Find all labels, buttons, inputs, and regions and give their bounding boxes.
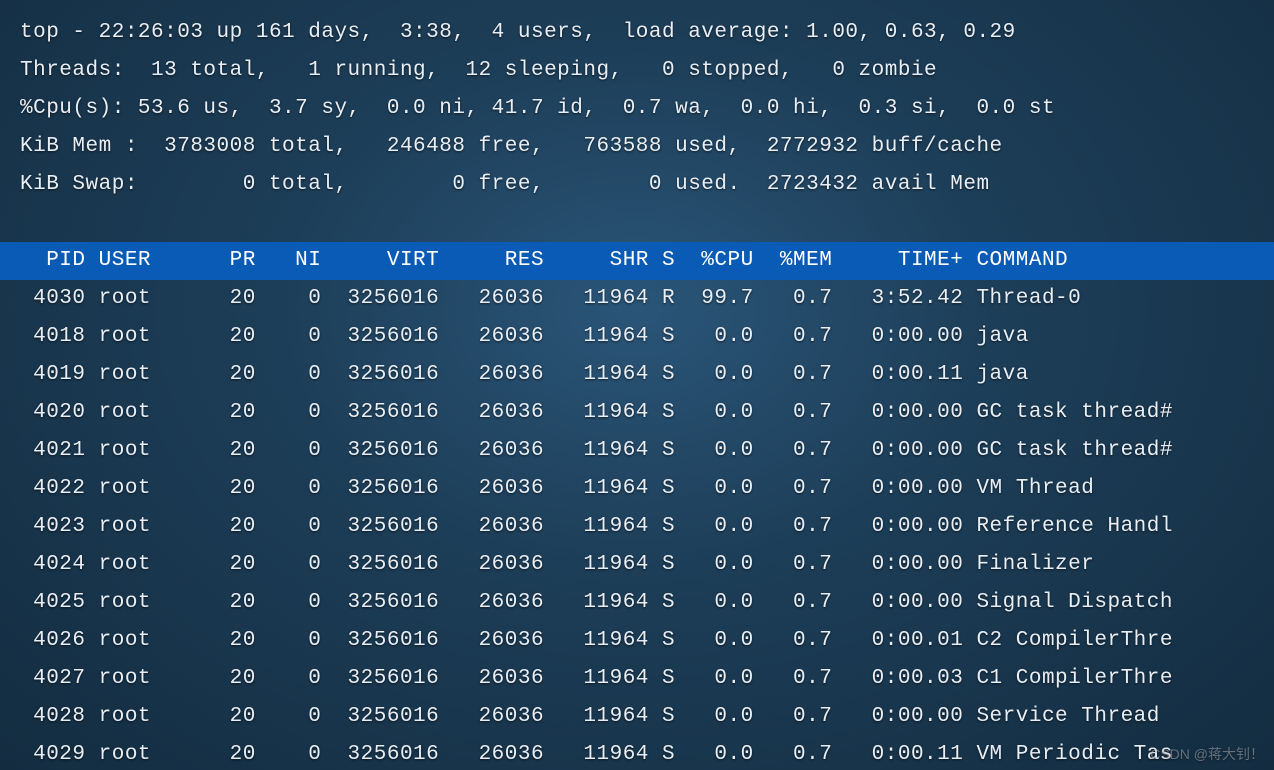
summary-line-mem: KiB Mem : 3783008 total, 246488 free, 76… [20,128,1254,166]
summary-line-top: top - 22:26:03 up 161 days, 3:38, 4 user… [20,14,1254,52]
process-row: 4028 root 20 0 3256016 26036 11964 S 0.0… [20,698,1254,736]
watermark-text: CSDN @蒋大钊！ [1150,744,1264,764]
process-row: 4023 root 20 0 3256016 26036 11964 S 0.0… [20,508,1254,546]
process-row: 4025 root 20 0 3256016 26036 11964 S 0.0… [20,584,1254,622]
process-row: 4020 root 20 0 3256016 26036 11964 S 0.0… [20,394,1254,432]
process-row: 4029 root 20 0 3256016 26036 11964 S 0.0… [20,736,1254,770]
process-row: 4021 root 20 0 3256016 26036 11964 S 0.0… [20,432,1254,470]
summary-line-threads: Threads: 13 total, 1 running, 12 sleepin… [20,52,1254,90]
process-row: 4022 root 20 0 3256016 26036 11964 S 0.0… [20,470,1254,508]
summary-line-cpu: %Cpu(s): 53.6 us, 3.7 sy, 0.0 ni, 41.7 i… [20,90,1254,128]
process-row: 4027 root 20 0 3256016 26036 11964 S 0.0… [20,660,1254,698]
process-row: 4024 root 20 0 3256016 26036 11964 S 0.0… [20,546,1254,584]
process-row: 4030 root 20 0 3256016 26036 11964 R 99.… [20,280,1254,318]
process-row: 4026 root 20 0 3256016 26036 11964 S 0.0… [20,622,1254,660]
process-table-header: PID USER PR NI VIRT RES SHR S %CPU %MEM … [0,242,1274,280]
blank-line [20,204,1254,242]
process-row: 4018 root 20 0 3256016 26036 11964 S 0.0… [20,318,1254,356]
process-row: 4019 root 20 0 3256016 26036 11964 S 0.0… [20,356,1254,394]
process-table-body: 4030 root 20 0 3256016 26036 11964 R 99.… [20,280,1254,770]
summary-line-swap: KiB Swap: 0 total, 0 free, 0 used. 27234… [20,166,1254,204]
